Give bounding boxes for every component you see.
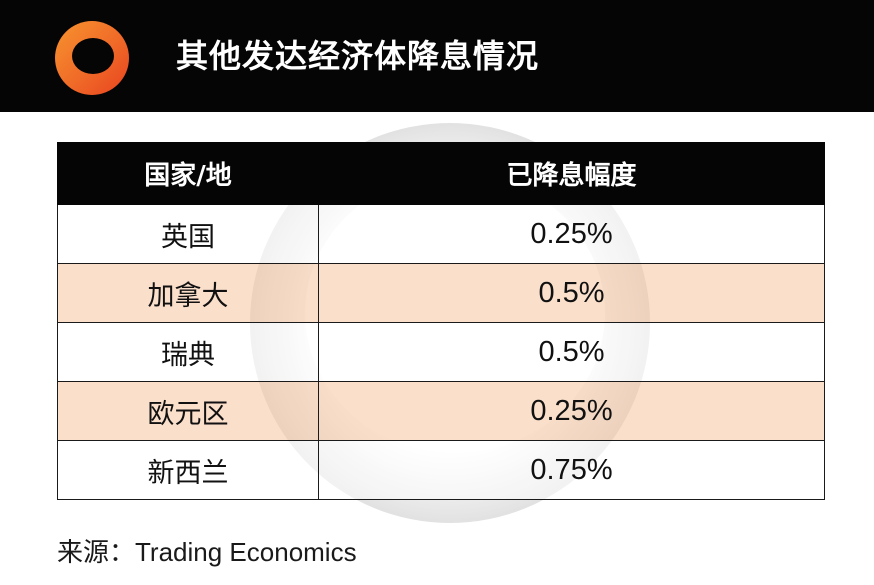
- cut-cell: 0.25%: [318, 204, 825, 264]
- source-label: 来源：: [57, 538, 136, 568]
- country-cell: 瑞典: [57, 322, 319, 382]
- table-row: 欧元区 0.25%: [57, 381, 825, 441]
- table-row: 新西兰 0.75%: [57, 440, 825, 500]
- ring-logo-icon: [55, 21, 129, 95]
- country-cell: 加拿大: [57, 263, 319, 323]
- table-row: 英国 0.25%: [57, 204, 825, 264]
- source-note: 来源：Trading Economics: [57, 534, 357, 570]
- cut-cell: 0.25%: [318, 381, 825, 441]
- table-header-row: 国家/地 已降息幅度: [57, 142, 825, 205]
- country-cell: 新西兰: [57, 440, 319, 500]
- country-cell: 欧元区: [57, 381, 319, 441]
- table-row: 瑞典 0.5%: [57, 322, 825, 382]
- column-header-cut: 已降息幅度: [318, 142, 825, 205]
- rate-cut-table: 国家/地 已降息幅度 英国 0.25% 加拿大 0.5% 瑞典 0.5% 欧元区…: [57, 142, 825, 500]
- cut-cell: 0.5%: [318, 322, 825, 382]
- cut-cell: 0.75%: [318, 440, 825, 500]
- source-name: Trading Economics: [135, 537, 357, 567]
- page-title: 其他发达经济体降息情况: [176, 37, 540, 75]
- column-header-country: 国家/地: [57, 142, 319, 205]
- country-cell: 英国: [57, 204, 319, 264]
- cut-cell: 0.5%: [318, 263, 825, 323]
- table-row: 加拿大 0.5%: [57, 263, 825, 323]
- header-bar: 其他发达经济体降息情况: [0, 0, 874, 112]
